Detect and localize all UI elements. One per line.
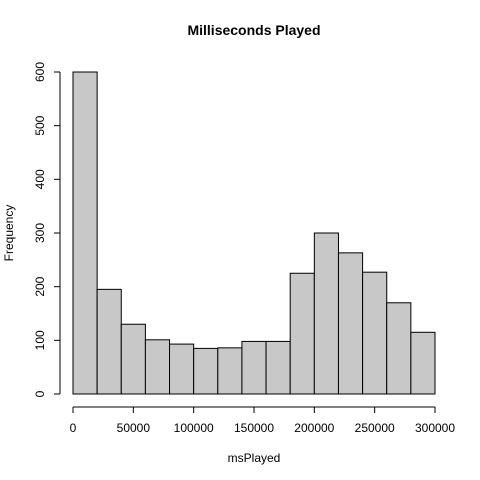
histogram-bar <box>241 340 267 395</box>
y-tick-label: 300 <box>33 223 47 243</box>
x-tick-label: 250000 <box>355 421 395 435</box>
chart-title: Milliseconds Played <box>187 22 320 38</box>
histogram-bar <box>120 323 146 395</box>
y-tick-label: 100 <box>33 330 47 350</box>
histogram-bar <box>217 347 243 395</box>
histogram-bar <box>72 71 98 395</box>
y-tick-label: 0 <box>33 390 47 397</box>
y-tick-label: 500 <box>33 115 47 135</box>
x-tick-label: 50000 <box>117 421 151 435</box>
y-tick-label: 200 <box>33 276 47 296</box>
histogram-bar <box>265 340 291 395</box>
x-tick-label: 300000 <box>415 421 455 435</box>
histogram-bar <box>313 232 339 395</box>
x-tick-label: 100000 <box>174 421 214 435</box>
histogram-bar <box>410 331 436 395</box>
x-tick-label: 0 <box>70 421 77 435</box>
histogram-bar <box>337 252 364 395</box>
y-tick-label: 600 <box>33 62 47 82</box>
y-axis: 0 100 200 300 400 500 600 <box>33 62 61 397</box>
y-axis-label: Frequency <box>2 205 16 262</box>
histogram-bar <box>169 343 195 395</box>
histogram-bar <box>386 302 412 395</box>
x-tick-label: 150000 <box>234 421 274 435</box>
x-tick-label: 200000 <box>294 421 334 435</box>
histogram-bar <box>362 271 388 395</box>
histogram-bar <box>96 288 122 395</box>
histogram-bar <box>289 272 315 395</box>
histogram-bar <box>193 347 219 395</box>
bars-group <box>72 71 436 395</box>
histogram-bar <box>144 339 171 395</box>
y-tick-label: 400 <box>33 169 47 189</box>
x-axis: 0 50000 100000 150000 200000 250000 300000 <box>70 406 455 435</box>
x-axis-label: msPlayed <box>228 451 281 465</box>
